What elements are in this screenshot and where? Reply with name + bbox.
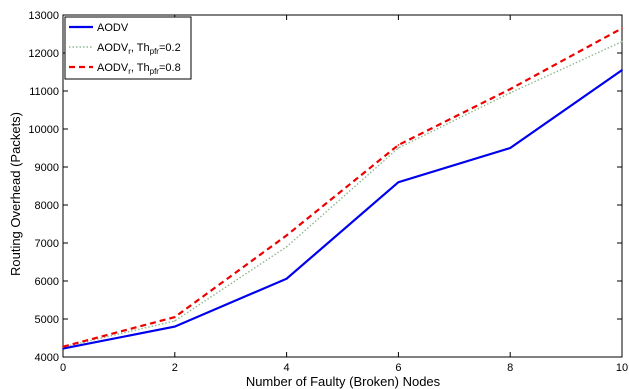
x-tick-label: 0 <box>60 362 66 374</box>
data-point <box>285 234 288 237</box>
legend-text-part: AODV <box>97 22 129 34</box>
data-point <box>621 69 623 71</box>
y-tick-label: 6000 <box>35 276 59 288</box>
y-tick-label: 10000 <box>28 124 59 136</box>
legend-entry-2: AODVr, Thpfr=0.8 <box>97 62 181 76</box>
data-point <box>397 181 400 183</box>
y-tick-label: 11000 <box>29 86 59 98</box>
data-point <box>509 147 512 149</box>
legend-entry-0: AODV <box>97 22 129 34</box>
legend-text-part: , Th <box>131 62 150 74</box>
legend-text-part: AODV <box>97 62 129 74</box>
data-point <box>285 246 288 248</box>
data-point <box>174 325 176 328</box>
y-tick-label: 4000 <box>35 352 59 364</box>
x-tick-label: 4 <box>284 362 290 374</box>
data-point <box>174 316 176 318</box>
data-point <box>509 92 512 94</box>
data-point <box>397 144 400 146</box>
x-tick-label: 2 <box>172 362 178 374</box>
series-line-2 <box>62 27 623 348</box>
x-axis-ticks: 0 2 4 6 8 10 <box>60 15 628 374</box>
series-line-1 <box>62 40 623 348</box>
legend-text-part: =0.2 <box>159 42 181 54</box>
y-axis-label: Routing Overhead (Packets) <box>8 112 23 276</box>
data-point <box>621 40 623 43</box>
data-point <box>62 345 64 348</box>
data-point <box>62 347 64 350</box>
x-tick-label: 8 <box>507 362 513 374</box>
y-axis-ticks: 4000 5000 6000 7000 8000 9000 10000 11000 12000 1… <box>28 10 622 364</box>
y-tick-label: 13000 <box>28 10 59 22</box>
data-point <box>285 277 288 280</box>
legend-text-part: =0.8 <box>159 62 181 74</box>
y-tick-label: 12000 <box>28 48 59 60</box>
x-axis-label: Number of Faulty (Broken) Nodes <box>246 374 441 389</box>
legend-entry-1: AODVr, Thpfr=0.2 <box>97 42 181 56</box>
legend-text-part: , Th <box>131 42 150 54</box>
y-tick-label: 5000 <box>35 314 59 326</box>
series-lines <box>62 27 623 350</box>
legend-text-part: r <box>128 67 131 76</box>
legend-text-part: pfr <box>150 67 160 76</box>
data-point <box>509 88 512 90</box>
y-tick-label: 9000 <box>35 162 59 174</box>
legend-text-part: pfr <box>150 47 160 56</box>
x-tick-label: 6 <box>395 362 401 374</box>
data-point <box>174 320 176 322</box>
series-line-0 <box>62 69 623 350</box>
data-point <box>621 27 623 30</box>
y-tick-label: 7000 <box>35 238 59 250</box>
y-tick-label: 8000 <box>35 200 59 212</box>
x-tick-label: 10 <box>616 362 628 374</box>
data-point <box>397 147 400 149</box>
legend-box <box>64 16 192 80</box>
legend-text-part: AODV <box>97 42 129 54</box>
legend-text-part: r <box>128 47 131 56</box>
